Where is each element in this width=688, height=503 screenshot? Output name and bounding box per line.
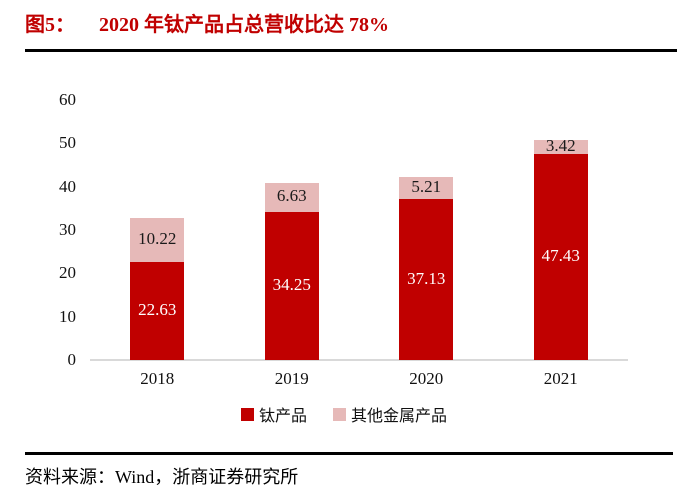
x-axis-label-2020: 2020 [409,369,444,388]
bar-value-label: 47.43 [541,246,580,266]
footer-divider-line [25,452,673,455]
x-axis-label-2019: 2019 [274,369,309,388]
x-axis-line [90,359,628,361]
y-tick-label-60: 60 [59,90,76,109]
y-tick-label-30: 30 [59,220,76,239]
figure-header: 图5： 2020 年钛产品占总营收比达 78% [25,8,389,37]
bar-2018-segment-0: 22.63 [130,261,185,360]
y-tick-label-20: 20 [59,263,76,283]
figure-title: 2020 年钛产品占总营收比达 78% [99,14,389,36]
bar-value-label: 5.21 [411,176,442,196]
bar-value-label: 6.63 [276,186,307,206]
y-tick-label-50: 50 [59,133,76,153]
figure-label: 图5： [25,14,75,36]
bar-value-label: 37.13 [407,268,446,288]
bar-2021-segment-0: 47.43 [533,154,588,360]
title-divider-line [25,49,677,52]
legend-swatch-other-metals [333,407,346,421]
bar-2018-segment-1: 10.22 [130,217,185,262]
bar-2020-segment-1: 5.21 [399,176,454,200]
source-note: 资料来源：Wind，浙商证券研究所 [25,467,299,487]
legend-label-titanium: 钛产品 [258,408,307,425]
bar-value-label: 34.25 [272,274,311,294]
legend-label-other-metals: 其他金属产品 [351,408,448,425]
legend-item-titanium: 钛产品 [240,402,307,426]
bar-value-label: 10.22 [138,228,177,248]
chart-legend: 钛产品 其他金属产品 [0,402,688,426]
legend-swatch-titanium [240,407,254,421]
y-tick-label-40: 40 [59,176,76,196]
bar-2020-segment-0: 37.13 [399,199,454,360]
bar-value-label: 3.42 [545,136,576,156]
bar-value-label: 22.63 [138,299,177,319]
x-axis-label-2021: 2021 [543,369,578,388]
legend-item-other-metals: 其他金属产品 [333,402,447,426]
y-tick-label-10: 10 [59,306,76,326]
bar-2019-segment-1: 6.63 [264,182,319,212]
x-axis-label-2018: 2018 [140,369,175,388]
bar-2019-segment-0: 34.25 [264,211,319,360]
y-tick-label-0: 0 [67,350,77,369]
bar-2021-segment-1: 3.42 [533,136,588,155]
